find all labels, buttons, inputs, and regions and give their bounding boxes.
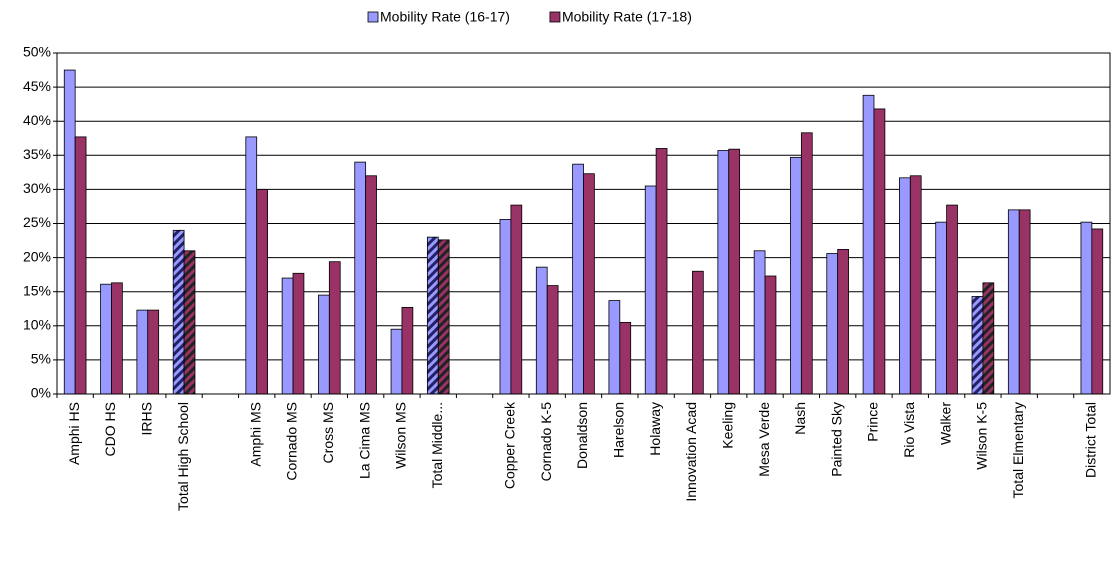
- legend-swatch: [367, 11, 379, 23]
- bar: [1018, 209, 1031, 395]
- x-tick-label: Prince: [865, 402, 881, 442]
- bar: [935, 221, 948, 395]
- bar: [692, 270, 704, 395]
- x-tick-label: Wilson MS: [393, 402, 409, 469]
- bar: [510, 204, 523, 395]
- bar: [328, 261, 341, 395]
- y-tick-label: 50%: [23, 44, 51, 60]
- bar: [873, 108, 886, 395]
- x-tick-label: IRHS: [138, 402, 154, 435]
- x-tick-label: Innovation Acad: [683, 402, 699, 502]
- bar: [572, 163, 584, 395]
- bar: [354, 161, 367, 395]
- x-tick-label: Donaldson: [574, 402, 590, 469]
- x-tick-label: Total High School: [175, 402, 191, 511]
- bar: [655, 148, 668, 395]
- bar: [172, 229, 185, 395]
- x-tick-label: Amphi HS: [66, 402, 82, 465]
- x-tick-label: Rio Vista: [901, 402, 917, 458]
- x-tick-label: Nash: [792, 402, 808, 435]
- x-tick-label: Cross MS: [320, 402, 336, 463]
- bar: [1007, 209, 1020, 395]
- bar: [909, 175, 922, 395]
- x-tick-label: Keeling: [719, 402, 735, 449]
- x-tick-label: Mesa Verde: [756, 402, 772, 477]
- bar: [183, 250, 196, 395]
- x-tick-label: Harelson: [611, 402, 627, 458]
- bar: [318, 294, 330, 395]
- x-tick-label: Holaway: [647, 402, 663, 456]
- y-tick-label: 10%: [23, 317, 51, 333]
- bar: [608, 300, 621, 395]
- legend-swatch: [549, 11, 561, 23]
- x-tick-label: Copper Creek: [502, 401, 518, 489]
- bar: [837, 249, 849, 395]
- bar: [401, 306, 414, 395]
- x-tick-label: Painted Sky: [828, 402, 844, 477]
- bar: [390, 328, 403, 395]
- bar: [147, 309, 160, 395]
- bar: [764, 275, 777, 395]
- bar: [583, 173, 595, 395]
- bar: [426, 236, 439, 395]
- y-tick-label: 40%: [23, 112, 51, 128]
- bar: [111, 282, 123, 395]
- bar: [136, 309, 149, 395]
- bar: [753, 250, 766, 395]
- y-tick-label: 15%: [23, 282, 51, 298]
- y-tick-label: 20%: [23, 248, 51, 264]
- bar: [971, 296, 984, 395]
- bar: [256, 188, 269, 395]
- y-tick-label: 25%: [23, 214, 51, 230]
- bar: [800, 132, 813, 395]
- x-tick-label: Cornado K-5: [538, 402, 554, 482]
- legend-label: Mobility Rate (16-17): [380, 9, 510, 25]
- bar: [826, 253, 839, 395]
- x-tick-label: Cornado MS: [284, 402, 300, 481]
- x-tick-label: Walker: [937, 402, 953, 445]
- bar: [100, 283, 112, 395]
- y-tick-label: 5%: [31, 351, 51, 367]
- bar: [946, 204, 958, 395]
- bar: [728, 148, 741, 395]
- legend-label: Mobility Rate (17-18): [562, 9, 692, 25]
- bar: [644, 185, 657, 395]
- bar: [437, 239, 450, 395]
- bar: [245, 136, 258, 395]
- bar: [899, 177, 911, 395]
- bar: [535, 266, 548, 395]
- bar: [982, 282, 995, 395]
- x-tick-label: La Cima MS: [356, 402, 372, 479]
- bar: [717, 150, 730, 395]
- bar: [74, 136, 87, 395]
- x-tick-label: Wilson K-5: [974, 402, 990, 470]
- x-tick-label: Amphi MS: [247, 402, 263, 467]
- bar: [1091, 228, 1104, 395]
- bar: [1080, 221, 1093, 395]
- bar: [281, 277, 294, 395]
- bar: [63, 69, 76, 395]
- bar: [790, 156, 802, 395]
- x-tick-label: Total Elmentary: [1010, 402, 1026, 498]
- bar: [499, 219, 512, 395]
- bar: [546, 285, 559, 395]
- x-tick-label: CDO HS: [102, 402, 118, 456]
- bar: [862, 94, 875, 395]
- x-tick-label: Total Middle...: [429, 402, 445, 488]
- y-tick-label: 45%: [23, 78, 51, 94]
- plot-frame: [56, 52, 1111, 395]
- y-tick-label: 35%: [23, 146, 51, 162]
- y-tick-label: 0%: [31, 385, 51, 401]
- bar: [365, 175, 377, 395]
- bar: [619, 321, 632, 395]
- x-tick-label: District Total: [1083, 402, 1099, 478]
- bar: [292, 272, 305, 395]
- y-tick-label: 30%: [23, 180, 51, 196]
